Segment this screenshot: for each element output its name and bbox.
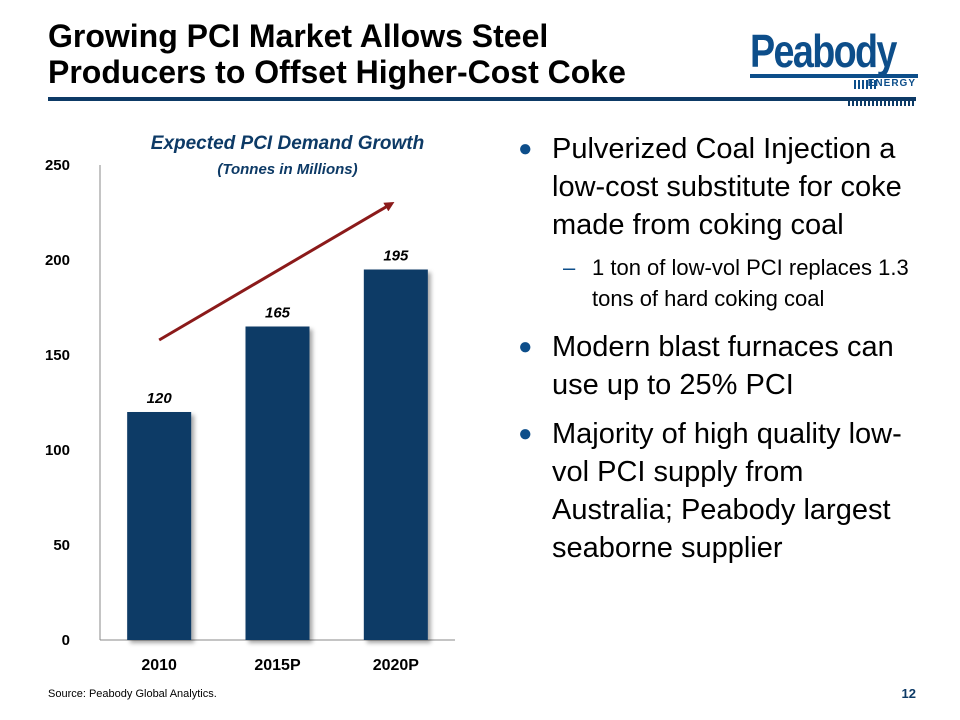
bullet-text: Pulverized Coal Injection a low-cost sub…: [552, 133, 902, 241]
x-tick-label: 2015P: [254, 657, 301, 674]
bar: [363, 269, 428, 640]
logo-bar: [750, 74, 918, 78]
logo-wordmark: Peabody: [750, 25, 897, 77]
y-tick-label: 250: [45, 157, 70, 174]
y-tick-label: 50: [53, 537, 70, 554]
chart-title: Expected PCI Demand Growth: [150, 133, 425, 154]
data-label: 120: [147, 390, 173, 407]
peabody-logo: Peabody ENERGY: [750, 25, 918, 89]
y-tick-label: 150: [45, 347, 70, 364]
source-note: Source: Peabody Global Analytics.: [48, 688, 217, 700]
y-tick-label: 200: [45, 252, 70, 269]
bullet-item: ● Majority of high quality low-vol PCI s…: [516, 415, 926, 567]
bullet-dot-icon: ●: [518, 333, 533, 360]
bullet-dot-icon: ●: [518, 135, 533, 162]
bullet-text: Majority of high quality low-vol PCI sup…: [552, 418, 902, 564]
title-line-2: Producers to Offset Higher-Cost Coke: [48, 54, 626, 90]
chart-subtitle: (Tonnes in Millions): [217, 161, 358, 178]
bullet-text: Modern blast furnaces can use up to 25% …: [552, 331, 894, 401]
y-tick-label: 100: [45, 442, 70, 459]
title-rule: [48, 97, 916, 101]
sub-bullet-item: – 1 ton of low-vol PCI replaces 1.3 tons…: [516, 252, 926, 314]
logo-ticks: [854, 80, 876, 89]
bar: [245, 326, 310, 640]
logo-subtext: ENERGY: [867, 78, 916, 89]
y-tick-label: 0: [62, 632, 70, 649]
page-number: 12: [901, 686, 916, 701]
bullet-item: ● Pulverized Coal Injection a low-cost s…: [516, 130, 926, 244]
bar: [127, 412, 192, 640]
x-tick-label: 2010: [141, 657, 177, 674]
bullet-item: ● Modern blast furnaces can use up to 25…: [516, 328, 926, 404]
trend-arrow: [158, 201, 395, 342]
dash-icon: –: [563, 255, 576, 280]
title-line-1: Growing PCI Market Allows Steel: [48, 18, 549, 54]
bullet-list: ● Pulverized Coal Injection a low-cost s…: [516, 130, 926, 578]
bullet-dot-icon: ●: [518, 420, 533, 447]
sub-bullet-text: 1 ton of low-vol PCI replaces 1.3 tons o…: [592, 255, 909, 311]
data-label: 165: [265, 305, 291, 322]
slide-title: Growing PCI Market Allows Steel Producer…: [48, 18, 728, 90]
x-tick-label: 2020P: [373, 657, 420, 674]
data-label: 195: [383, 248, 409, 265]
title-rule-ticks: [848, 100, 916, 106]
